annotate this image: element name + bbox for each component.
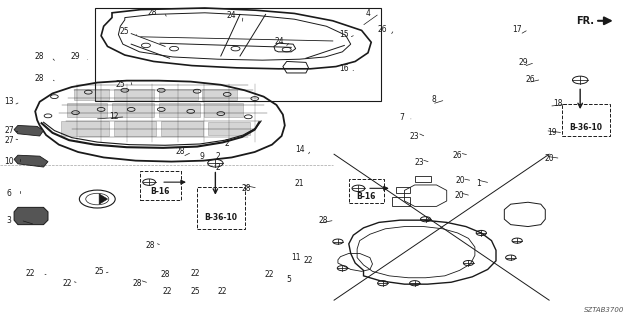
- Text: 16: 16: [339, 64, 349, 73]
- Text: 2: 2: [215, 163, 220, 172]
- Text: B-36-10: B-36-10: [570, 123, 602, 132]
- Text: 28: 28: [148, 8, 157, 17]
- Bar: [396, 187, 410, 193]
- Text: 22: 22: [191, 269, 200, 278]
- Text: 3: 3: [6, 216, 12, 225]
- Text: 20: 20: [544, 154, 554, 163]
- Text: 27: 27: [4, 126, 14, 135]
- Bar: [202, 89, 237, 100]
- Text: 29: 29: [518, 58, 529, 67]
- Text: 2: 2: [225, 139, 230, 148]
- Text: 26: 26: [378, 25, 388, 34]
- Text: 12: 12: [109, 112, 118, 121]
- Text: 26: 26: [452, 151, 463, 160]
- Text: 10: 10: [4, 157, 14, 166]
- Text: 11: 11: [291, 253, 300, 262]
- Text: FR.: FR.: [576, 16, 594, 26]
- Text: B-36-10: B-36-10: [205, 213, 237, 222]
- Text: 15: 15: [339, 30, 349, 39]
- Bar: [392, 197, 410, 206]
- Text: 25: 25: [190, 287, 200, 296]
- Text: 28: 28: [133, 279, 142, 288]
- Bar: [74, 89, 109, 100]
- Text: 7: 7: [399, 113, 404, 122]
- Bar: [204, 103, 243, 117]
- Text: 25: 25: [115, 80, 125, 89]
- Polygon shape: [14, 125, 44, 136]
- Text: 1: 1: [476, 179, 481, 188]
- Text: 19: 19: [547, 128, 557, 137]
- Bar: [61, 121, 109, 136]
- Text: 27: 27: [4, 136, 14, 145]
- Text: 28: 28: [319, 216, 328, 225]
- Bar: [95, 8, 381, 101]
- Bar: [140, 171, 181, 200]
- Bar: [159, 103, 200, 117]
- Text: 21: 21: [295, 180, 304, 188]
- Text: 14: 14: [294, 145, 305, 154]
- Text: 6: 6: [6, 189, 12, 198]
- Bar: [197, 187, 245, 229]
- Text: 22: 22: [264, 270, 273, 279]
- Bar: [415, 176, 431, 182]
- Bar: [114, 89, 154, 100]
- Text: 22: 22: [163, 287, 172, 296]
- Text: 4: 4: [365, 9, 371, 18]
- Polygon shape: [14, 207, 48, 225]
- Bar: [349, 179, 384, 203]
- Text: 29: 29: [70, 52, 81, 61]
- Bar: [114, 121, 156, 136]
- Text: 17: 17: [512, 25, 522, 34]
- Text: 23: 23: [410, 132, 420, 141]
- Text: 28: 28: [161, 270, 170, 279]
- Text: 20: 20: [454, 191, 465, 200]
- Bar: [67, 103, 107, 117]
- Text: 28: 28: [176, 148, 185, 156]
- Text: 22: 22: [63, 279, 72, 288]
- Text: 25: 25: [119, 28, 129, 36]
- Text: 22: 22: [218, 287, 227, 296]
- Text: 28: 28: [146, 241, 155, 250]
- Text: 28: 28: [35, 52, 44, 61]
- Text: 28: 28: [242, 184, 251, 193]
- Text: 24: 24: [274, 37, 284, 46]
- Text: 2: 2: [215, 152, 220, 161]
- Text: SZTAB3700: SZTAB3700: [584, 307, 624, 313]
- Text: 9: 9: [199, 152, 204, 161]
- Text: B-16: B-16: [150, 188, 170, 196]
- Bar: [112, 103, 154, 117]
- Bar: [161, 121, 203, 136]
- Text: 8: 8: [431, 95, 436, 104]
- Polygon shape: [14, 155, 48, 167]
- Bar: [159, 89, 198, 100]
- Text: 23: 23: [414, 158, 424, 167]
- Text: 24: 24: [227, 11, 237, 20]
- Polygon shape: [99, 194, 108, 204]
- Text: 25: 25: [94, 267, 104, 276]
- Text: 28: 28: [35, 74, 44, 83]
- Text: B-16: B-16: [356, 192, 376, 201]
- Bar: [562, 104, 610, 136]
- Text: 18: 18: [554, 100, 563, 108]
- Text: 22: 22: [26, 269, 35, 278]
- Bar: [208, 122, 250, 135]
- Text: 13: 13: [4, 97, 14, 106]
- Text: 20: 20: [456, 176, 466, 185]
- Text: 26: 26: [525, 75, 535, 84]
- Text: 22: 22: [304, 256, 313, 265]
- Text: 5: 5: [287, 276, 292, 284]
